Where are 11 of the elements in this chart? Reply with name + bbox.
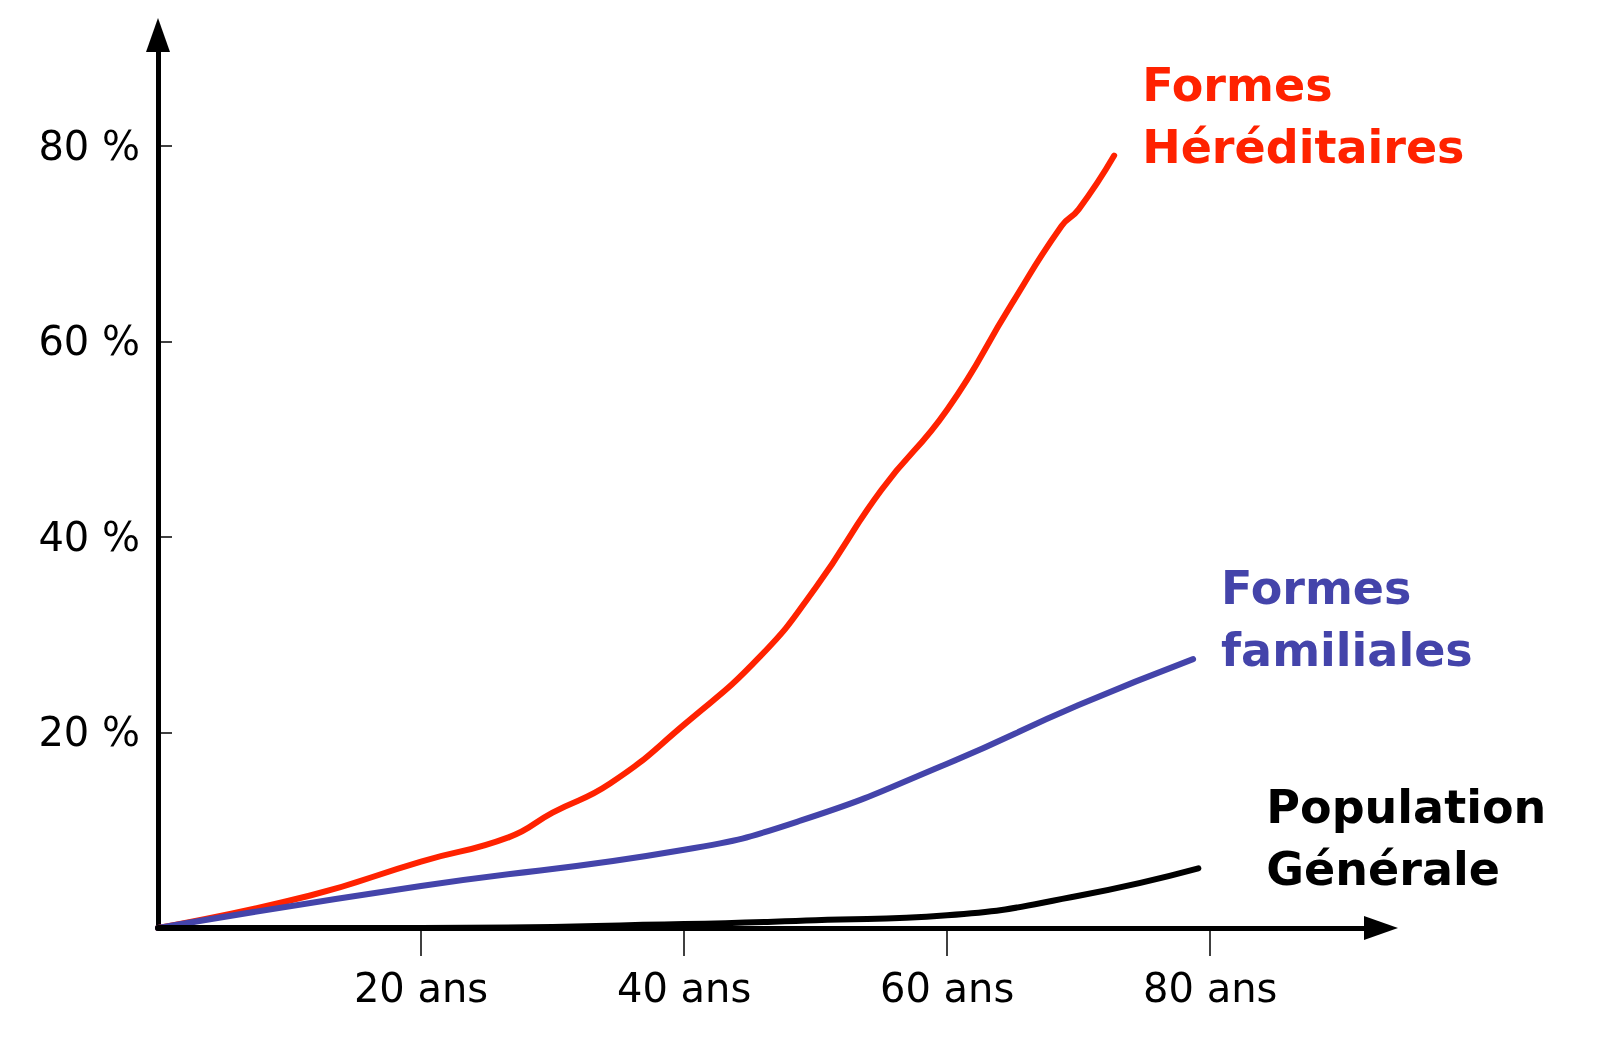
x-tick-label: 60 ans bbox=[879, 965, 1015, 1011]
y-tick-label: 20 % bbox=[38, 709, 140, 756]
y-tick-label: 40 % bbox=[38, 513, 140, 560]
x-tick-label: 80 ans bbox=[1143, 965, 1278, 1011]
series-label: Formes Héréditaires bbox=[1142, 57, 1465, 174]
y-tick-label: 80 % bbox=[38, 122, 140, 169]
series-label: Population Générale bbox=[1266, 780, 1563, 897]
series-label: Formes familiales bbox=[1221, 561, 1473, 678]
x-tick-label: 40 ans bbox=[616, 965, 752, 1011]
x-tick-label: 20 ans bbox=[353, 965, 489, 1011]
y-tick-label: 60 % bbox=[38, 318, 140, 365]
